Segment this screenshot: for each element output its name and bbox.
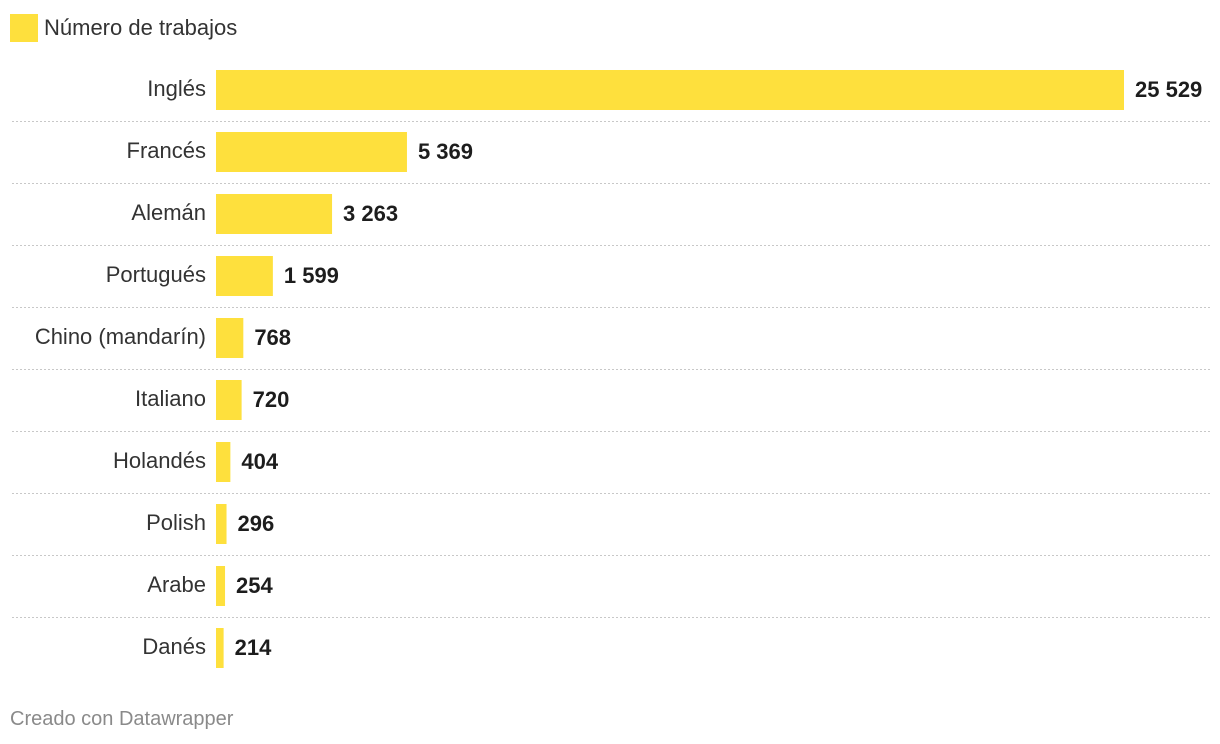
category-label: Arabe (147, 572, 206, 597)
value-label: 5 369 (418, 139, 473, 164)
value-label: 1 599 (284, 263, 339, 288)
value-label: 25 529 (1135, 77, 1202, 102)
category-label: Inglés (147, 76, 206, 101)
bar[interactable] (216, 194, 333, 234)
bar[interactable] (216, 566, 226, 606)
value-label: 720 (253, 387, 290, 412)
legend: Número de trabajos (10, 14, 237, 42)
bar[interactable] (216, 132, 407, 172)
category-label: Danés (142, 634, 206, 659)
category-label: Francés (127, 138, 206, 163)
category-label: Polish (146, 510, 206, 535)
bar[interactable] (216, 504, 227, 544)
category-label: Alemán (131, 200, 206, 225)
bar[interactable] (216, 318, 244, 358)
footer-credit[interactable]: Creado con Datawrapper (10, 708, 234, 730)
bar[interactable] (216, 380, 242, 420)
value-label: 404 (241, 449, 278, 474)
value-label: 3 263 (343, 201, 398, 226)
bar[interactable] (216, 442, 231, 482)
category-label: Holandés (113, 448, 206, 473)
bar-chart: Inglés 25 529 Francés 5 369 Alemán 3 263 Portu… (12, 70, 1210, 668)
value-label: 296 (238, 511, 275, 536)
category-label: Portugués (106, 262, 206, 287)
bar[interactable] (216, 70, 1124, 110)
value-label: 214 (235, 635, 272, 660)
category-label: Chino (mandarín) (35, 324, 206, 349)
legend-label: Número de trabajos (44, 15, 238, 40)
value-label: 768 (254, 325, 291, 350)
value-label: 254 (236, 573, 273, 598)
legend-swatch (10, 14, 38, 42)
bar[interactable] (216, 256, 273, 296)
category-label: Italiano (135, 386, 206, 411)
bar[interactable] (216, 628, 224, 668)
